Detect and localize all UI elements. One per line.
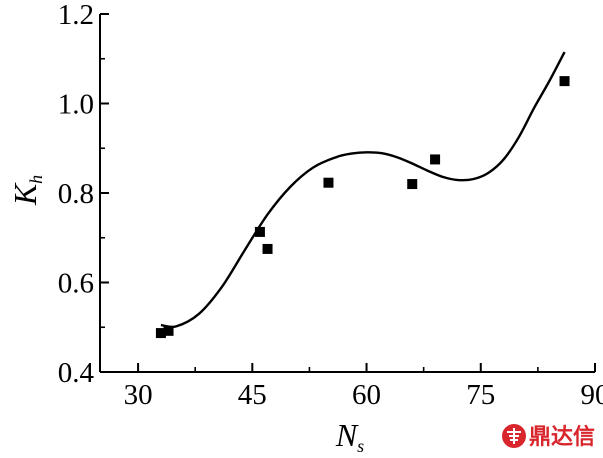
data-point [407,179,418,190]
x-axis-title: Ns [335,417,364,456]
tick-labels: 30 45 60 75 90 0.4 0.6 0.8 1.0 1.2 [58,0,603,411]
y-tick-label: 1.0 [58,89,94,121]
x-tick-label: 60 [352,379,381,411]
data-point [254,226,265,237]
data-point [323,177,334,188]
x-tick-label: 75 [466,379,495,411]
data-point [430,154,441,165]
watermark: 鼎达信 [502,424,595,450]
y-tick-label: 0.6 [58,268,94,300]
x-tick-label: 30 [124,379,153,411]
y-tick-label: 0.8 [58,178,94,210]
data-point [559,76,570,87]
data-point [155,328,166,339]
y-axis-title: Kh [7,175,46,206]
fit-curve-line [160,51,566,329]
watermark-text: 鼎达信 [529,424,595,450]
x-tick-label: 90 [581,379,603,411]
plot-area [155,51,570,339]
data-point [262,243,273,254]
data-point [163,325,174,336]
y-tick-label: 1.2 [58,0,94,31]
axes [99,13,596,373]
x-tick-label: 45 [238,379,267,411]
dingdaxin-logo-icon [502,424,526,448]
y-tick-label: 0.4 [58,357,95,389]
